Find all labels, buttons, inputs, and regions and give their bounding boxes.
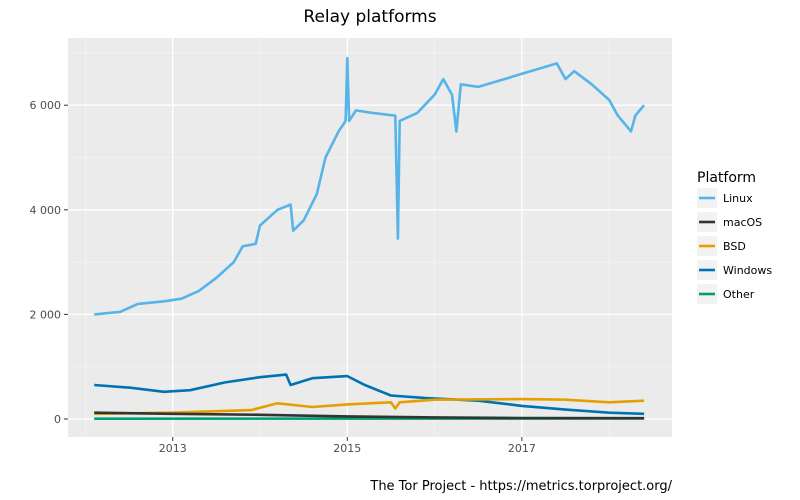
series-line-macos [94,411,645,420]
plot-panel [68,38,672,437]
y-tick-label: 4 000 [30,204,62,217]
chart-title: Relay platforms [303,7,436,27]
x-tick-label: 2017 [508,442,536,455]
x-tick-label: 2013 [159,442,187,455]
x-tick-label: 2015 [333,442,361,455]
legend-label-bsd: BSD [723,240,746,253]
y-tick-label: 2 000 [30,308,62,321]
chart-caption: The Tor Project - https://metrics.torpro… [369,479,672,494]
series-line-windows [94,373,645,416]
legend-title: Platform [697,170,756,186]
series-line-linux [94,56,646,316]
legend-label-other: Other [723,288,755,301]
legend-label-macos: macOS [723,216,762,229]
series-line-bsd [94,397,645,416]
y-tick-label: 6 000 [30,99,62,112]
legend-label-windows: Windows [723,264,772,277]
legend-label-linux: Linux [723,192,753,205]
y-tick-label: 0 [54,413,61,426]
